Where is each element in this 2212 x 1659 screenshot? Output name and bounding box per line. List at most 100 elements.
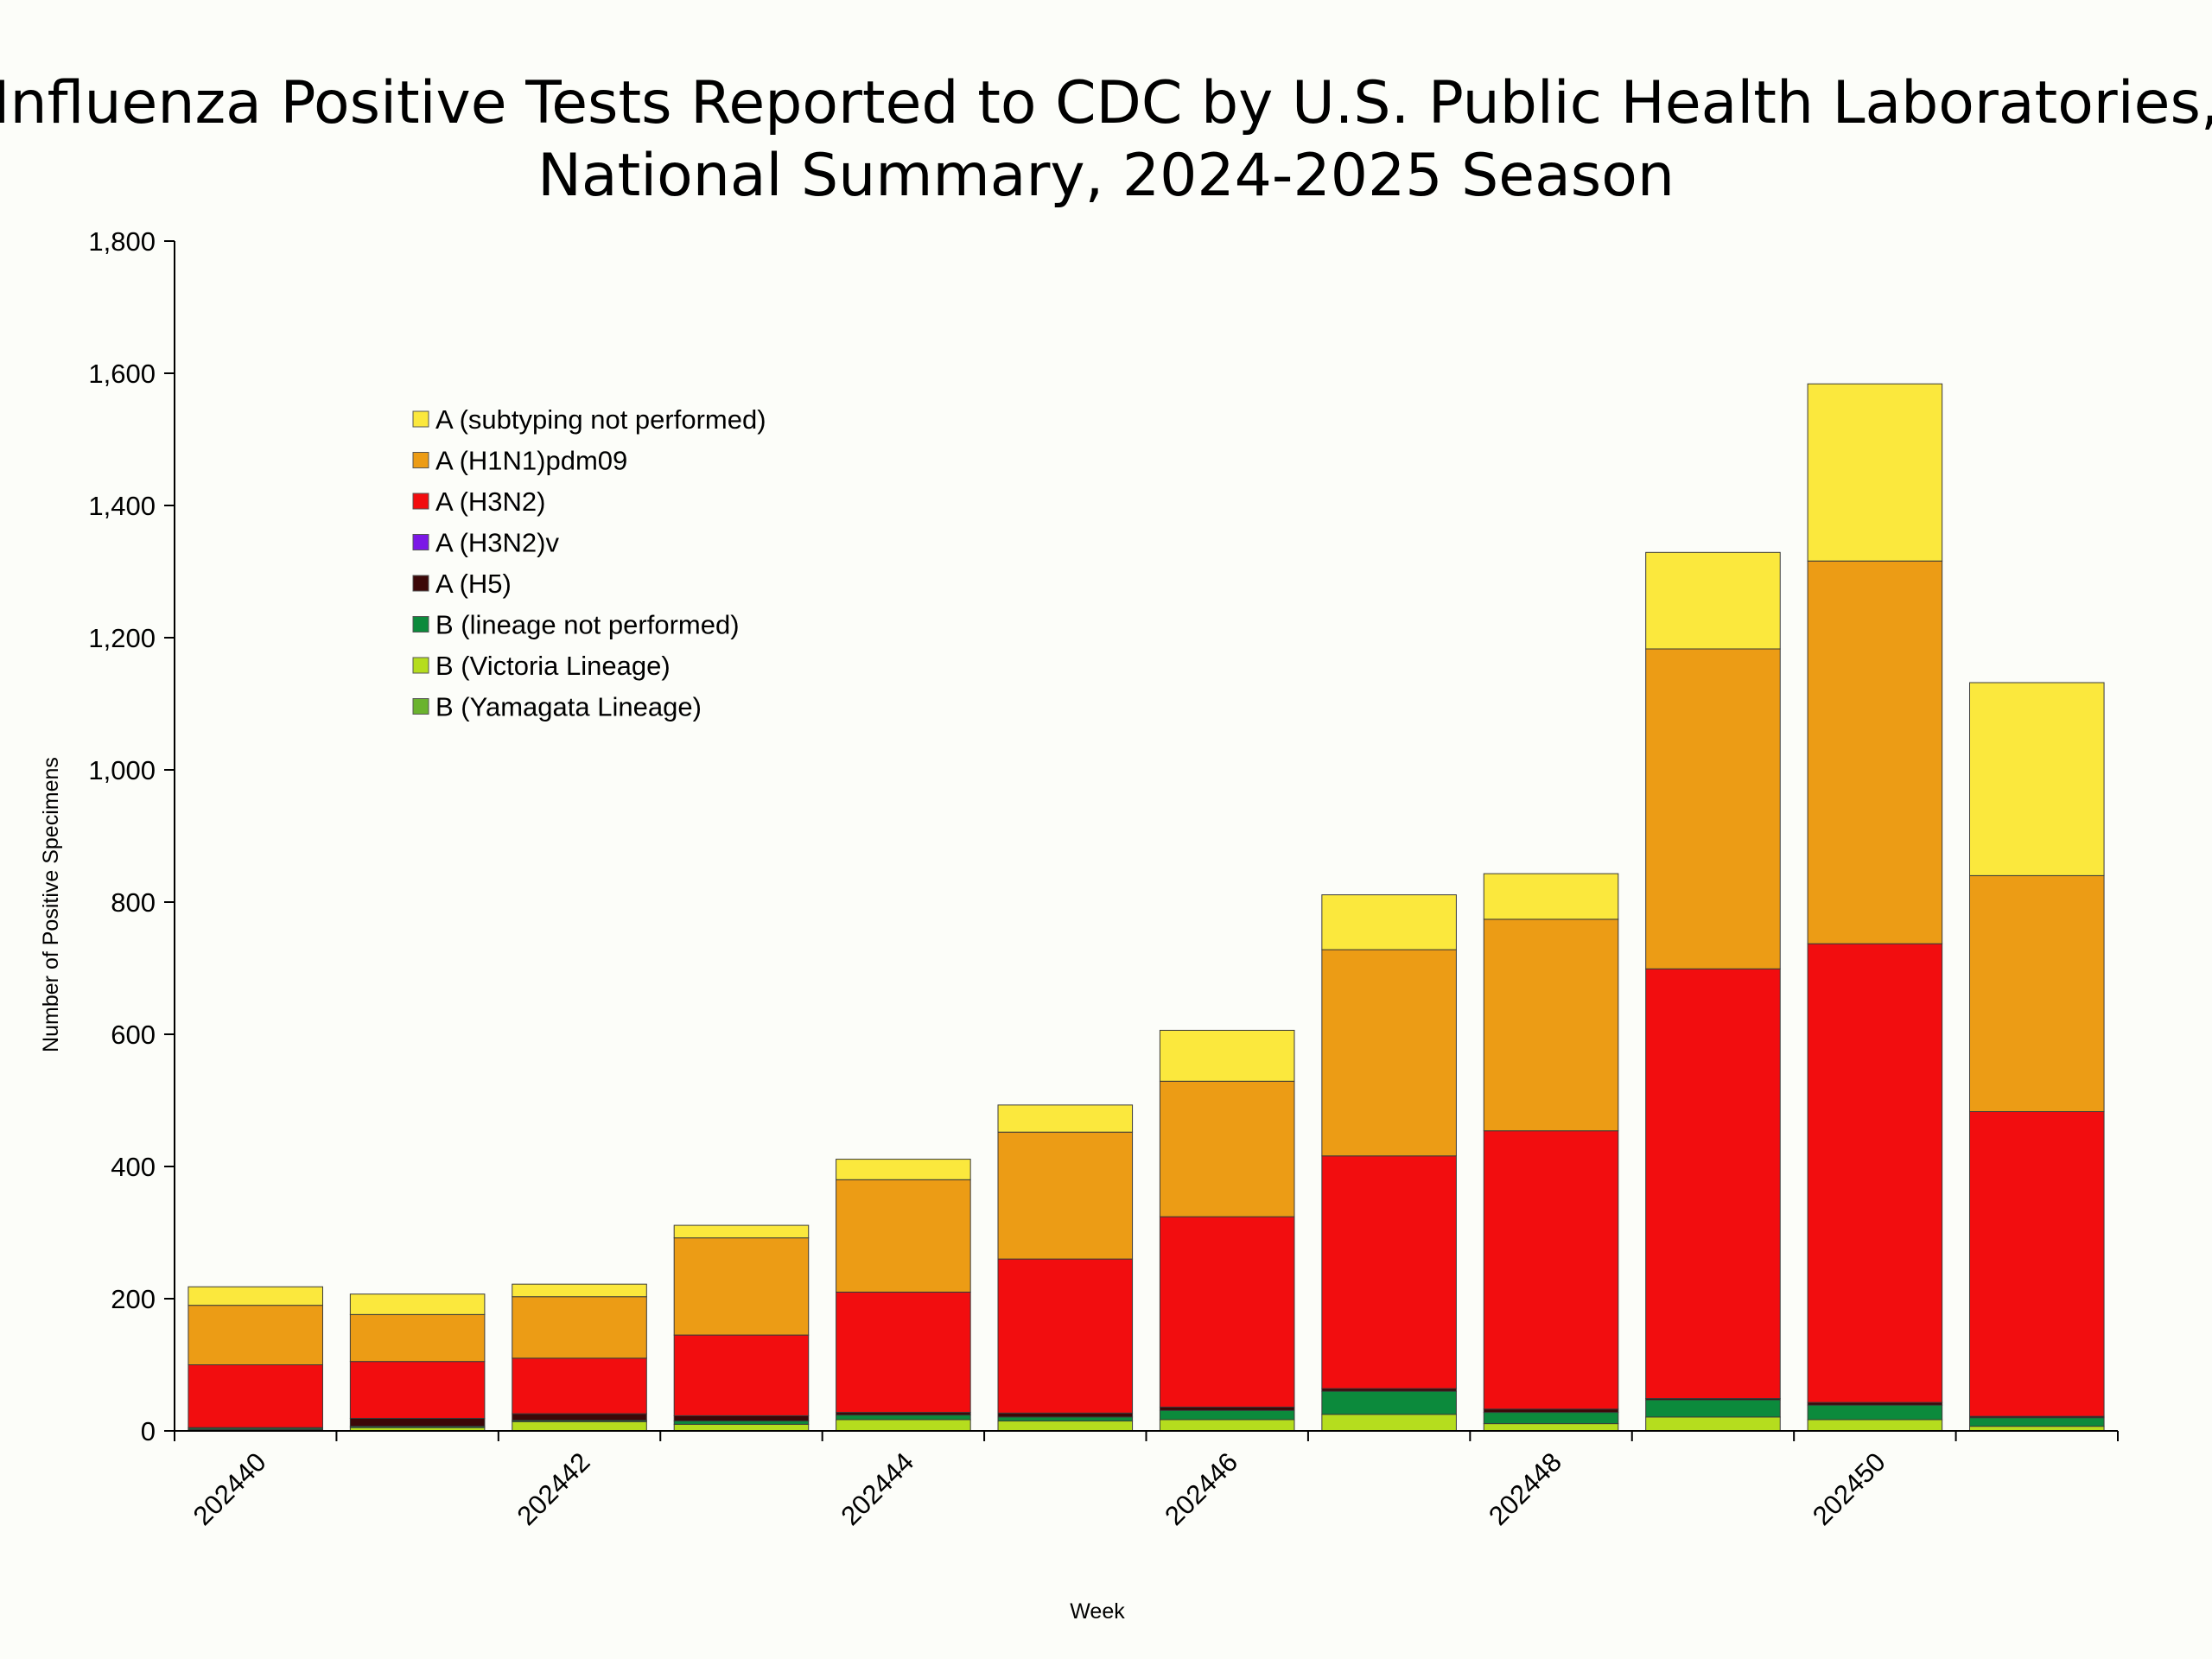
bar-segment (1969, 1111, 2105, 1417)
bar-segment (1321, 1414, 1457, 1432)
bar-segment (1159, 1080, 1295, 1217)
bar-segment (1807, 943, 1943, 1403)
bar-segment (1969, 682, 2105, 876)
legend-swatch (412, 493, 429, 510)
bar-segment (188, 1286, 323, 1306)
bar-segment (1483, 873, 1619, 920)
chart-title-line1: Influenza Positive Tests Reported to CDC… (0, 69, 2212, 137)
x-ticks: 202440 202442 202444 202446 202448 202450 (174, 1431, 2119, 1531)
bar-segment (512, 1296, 647, 1359)
legend-swatch (412, 657, 429, 674)
bar-segment (1807, 560, 1943, 944)
bar-segment (1807, 1404, 1943, 1421)
bar-segment (1159, 1419, 1295, 1432)
y-tick-label: 0 (141, 1416, 156, 1446)
legend-label: A (H1N1)pdm09 (435, 446, 627, 476)
bar-segment (1645, 1416, 1781, 1432)
bar-segment (673, 1423, 810, 1432)
y-tick-label: 200 (111, 1284, 156, 1314)
legend-label: A (H3N2)v (435, 528, 559, 558)
bar-segment (188, 1305, 323, 1366)
bar-segment (1969, 874, 2105, 1113)
legend-label: A (H5) (435, 569, 512, 599)
bar-segment (997, 1421, 1134, 1432)
bar-segment (512, 1413, 647, 1421)
y-tick-label: 600 (111, 1020, 156, 1050)
bar-segment (1483, 1408, 1619, 1414)
y-tick-label: 1,200 (88, 623, 156, 653)
y-tick-label: 1,400 (88, 491, 156, 521)
bar-segment (512, 1357, 647, 1414)
bar-segment (1159, 1406, 1295, 1411)
x-tick-label: 202446 (1159, 1446, 1243, 1531)
bar-segment (512, 1283, 647, 1298)
bar-segment (1321, 894, 1457, 950)
bar-segment (836, 1291, 971, 1414)
bar-segment (997, 1104, 1134, 1133)
bar-segment (1321, 1155, 1457, 1389)
bar-segment (188, 1364, 323, 1428)
bar-segment (1645, 648, 1781, 969)
legend-label: A (H3N2) (435, 486, 545, 517)
bar-segment (673, 1414, 810, 1422)
bar-segment (1645, 1399, 1781, 1418)
legend-label: B (Victoria Lineage) (435, 651, 671, 681)
bar-segment (1483, 1130, 1619, 1410)
legend: A (subtyping not performed) A (H1N1)pdm09… (412, 404, 766, 722)
y-tick-label: 800 (111, 887, 156, 918)
bar-segment (1159, 1409, 1295, 1421)
bars (188, 383, 2105, 1432)
x-tick-label: 202444 (835, 1446, 919, 1531)
bar-segment (997, 1131, 1134, 1260)
bar-segment (997, 1258, 1134, 1414)
x-tick-label: 202442 (512, 1446, 596, 1531)
legend-swatch (412, 534, 429, 550)
bar-segment (997, 1416, 1134, 1422)
bar-segment (673, 1334, 810, 1416)
bar-segment (1159, 1029, 1295, 1082)
y-tick-label: 1,800 (88, 226, 156, 257)
legend-label: B (lineage not performed) (435, 610, 740, 640)
bar-segment (836, 1414, 971, 1421)
bar-segment (349, 1361, 486, 1419)
bar-segment (1483, 1412, 1619, 1425)
bar-segment (1645, 551, 1781, 650)
legend-swatch (412, 698, 429, 715)
bar-segment (349, 1294, 486, 1315)
bar-segment (1483, 1423, 1619, 1432)
bar-segment (1969, 1417, 2105, 1427)
x-tick-label: 202440 (188, 1446, 272, 1531)
bar-segment (836, 1159, 971, 1180)
chart-title-line2: National Summary, 2024-2025 Season (537, 142, 1675, 210)
y-tick-label: 1,000 (88, 755, 156, 785)
y-tick-label: 400 (111, 1152, 156, 1182)
bar-segment (836, 1419, 971, 1432)
bar-segment (1483, 918, 1619, 1132)
bar-segment (512, 1421, 647, 1432)
y-ticks: 0 200 400 600 800 1,000 1,200 1,400 1,600 1,800 (88, 226, 175, 1446)
bar-segment (1321, 949, 1457, 1157)
bar-segment (997, 1412, 1134, 1418)
x-axis-label: Week (1070, 1599, 1125, 1624)
bar-segment (1645, 968, 1781, 1400)
bar-segment (673, 1224, 810, 1239)
legend-swatch (412, 452, 429, 468)
y-tick-label: 1,600 (88, 359, 156, 389)
x-tick-label: 202450 (1807, 1446, 1891, 1531)
legend-swatch (412, 410, 429, 428)
bar-segment (1807, 383, 1943, 562)
x-tick-label: 202448 (1483, 1446, 1567, 1531)
legend-label: A (subtyping not performed) (435, 404, 766, 435)
bar-segment (349, 1313, 486, 1363)
bar-segment (836, 1179, 971, 1293)
legend-swatch (412, 616, 429, 632)
legend-label: B (Yamagata Lineage) (435, 692, 702, 722)
bar-segment (1807, 1419, 1943, 1432)
y-axis-label: Number of Positive Specimens (39, 757, 63, 1052)
bar-segment (673, 1421, 810, 1425)
legend-swatch (412, 575, 429, 592)
bar-segment (673, 1237, 810, 1336)
bar-segment (1159, 1216, 1295, 1408)
bar-segment (1321, 1390, 1457, 1415)
